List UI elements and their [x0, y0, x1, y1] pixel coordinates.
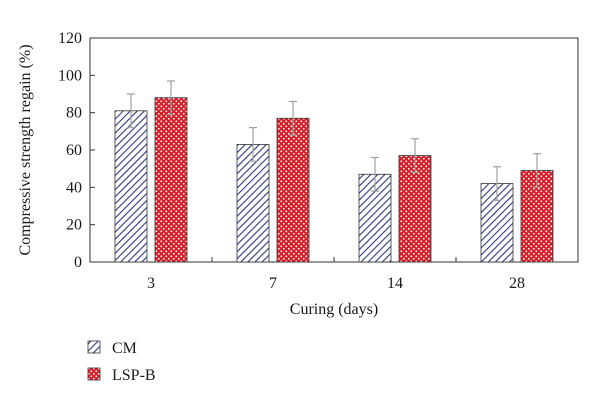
error-bars-group [127, 80, 541, 201]
legend-swatch-lsp-b [87, 367, 101, 381]
bar-lsp-b-14 [398, 155, 432, 263]
y-axis-title: Compressive strength regain (%) [17, 44, 34, 255]
y-tick-label: 60 [66, 142, 82, 159]
legend: CM LSP-B [87, 340, 156, 384]
x-tick-label: 7 [269, 275, 277, 292]
y-tick-label: 40 [66, 179, 82, 196]
x-tick-label: 28 [509, 275, 525, 292]
y-tick-label: 0 [74, 254, 82, 271]
y-tick-label: 20 [66, 217, 82, 234]
y-axis-ticks: 0 20 40 60 80 100 120 [58, 30, 95, 271]
legend-label-cm: CM [112, 340, 137, 357]
bar-cm-7 [236, 143, 270, 263]
bar-lsp-b-7 [276, 117, 310, 263]
x-tick-label: 3 [147, 275, 155, 292]
legend-label-lsp-b: LSP-B [112, 367, 156, 384]
bars-group [114, 97, 554, 263]
x-axis-ticks: 3 7 14 28 [147, 257, 525, 292]
x-axis-title: Curing (days) [290, 301, 378, 318]
x-tick-label: 14 [387, 275, 403, 292]
bar-lsp-b-3 [154, 97, 188, 263]
y-tick-label: 80 [66, 105, 82, 122]
y-tick-label: 120 [58, 30, 82, 47]
bar-cm-3 [114, 110, 148, 263]
legend-swatch-cm [87, 340, 101, 354]
y-tick-label: 100 [58, 67, 82, 84]
